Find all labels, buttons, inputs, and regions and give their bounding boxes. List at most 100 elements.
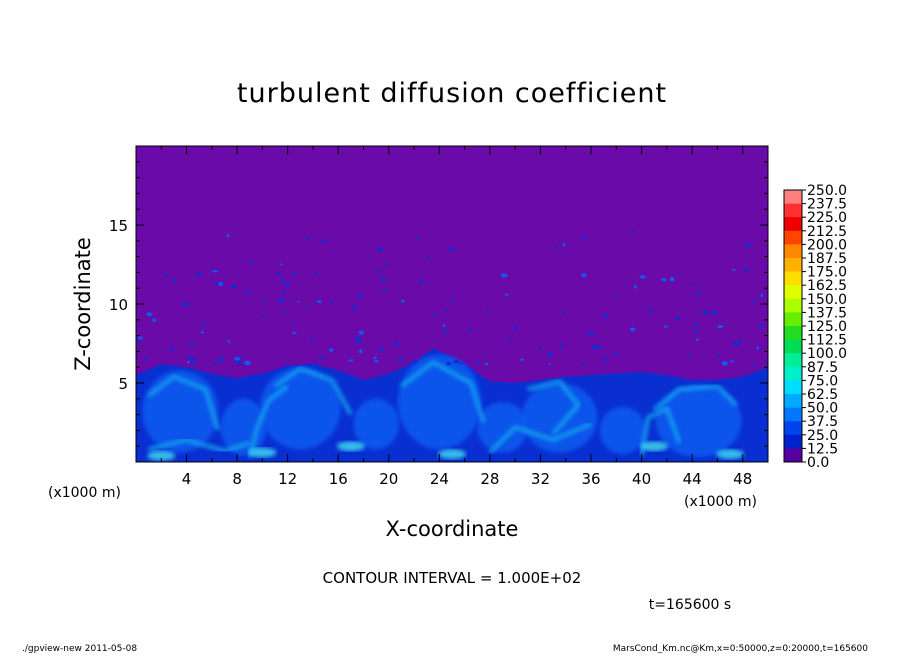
turbulence-speck — [410, 360, 418, 364]
turbulence-speck — [189, 342, 194, 346]
turbulence-speck — [172, 279, 177, 283]
colorbar-segment — [784, 407, 802, 422]
turbulence-speck — [588, 331, 595, 336]
turbulence-speck — [731, 268, 736, 271]
turbulence-speck — [451, 297, 455, 302]
turbulence-speck — [317, 239, 324, 242]
turbulence-speck — [354, 337, 362, 342]
plume-arc — [652, 384, 738, 412]
turbulence-speck — [554, 245, 557, 248]
turbulence-speck — [373, 356, 377, 359]
turbulence-speck — [136, 340, 139, 345]
turbulence-speck — [710, 311, 718, 315]
turbulence-speck — [758, 324, 766, 328]
chart-title: turbulent diffusion coefficient — [237, 78, 667, 109]
turbulence-speck — [633, 285, 638, 289]
turbulence-speck — [348, 359, 354, 362]
turbulence-speck — [376, 269, 380, 274]
colorbar-segment — [784, 190, 802, 204]
turbulence-speck — [305, 237, 310, 240]
turbulence-speck — [281, 278, 285, 284]
turbulence-speck — [194, 356, 197, 361]
turbulence-field — [136, 348, 768, 462]
colorbar-segment — [784, 217, 802, 232]
turbulence-speck — [381, 289, 388, 292]
eddy — [521, 383, 598, 453]
turbulence-speck — [319, 355, 322, 359]
colorbar-segment — [784, 326, 802, 340]
turbulence-speck — [357, 293, 363, 298]
x-tick-label: 4 — [182, 470, 192, 488]
plume-arc — [247, 384, 289, 458]
turbulence-specks — [136, 230, 768, 366]
turbulence-speck — [538, 346, 542, 349]
x-tick-label: 20 — [379, 470, 398, 488]
turbulence-speck — [245, 290, 249, 295]
turbulence-speck — [169, 347, 175, 351]
turbulence-speck — [310, 337, 314, 342]
peak-patch — [147, 450, 176, 461]
turbulence-speck — [580, 273, 587, 278]
colorbar-label: 237.5 — [807, 197, 847, 213]
plume-arc — [148, 437, 251, 453]
colorbar-segment — [784, 339, 802, 354]
colorbar-label: 200.0 — [807, 237, 847, 253]
turbulence-speck — [695, 338, 700, 341]
turbulence-speck — [486, 308, 489, 312]
turbulence-speck — [330, 300, 333, 305]
turbulence-speck — [275, 272, 281, 275]
turbulence-speck — [281, 311, 285, 314]
eddy — [599, 406, 646, 455]
colorbar-label: 50.0 — [807, 401, 838, 417]
turbulence-speck — [737, 340, 742, 344]
turbulence-speck — [697, 291, 701, 295]
turbulence-speck — [316, 300, 322, 304]
colorbar-label: 137.5 — [807, 305, 847, 321]
turbulence-speck — [504, 293, 509, 296]
colorbar-segment — [784, 271, 802, 286]
turbulence-speck — [415, 237, 419, 241]
turbulence-speck — [377, 247, 383, 252]
turbulence-speck — [548, 362, 551, 366]
plume-arc — [639, 406, 682, 457]
colorbar-segment — [784, 312, 802, 327]
turbulence-speck — [283, 291, 286, 295]
turbulence-speck — [632, 230, 635, 234]
turbulence-speck — [699, 308, 703, 311]
turbulence-speck — [189, 355, 193, 361]
turbulence-speck — [293, 271, 297, 276]
turbulence-speck — [190, 361, 196, 365]
x-tick-label: 44 — [683, 470, 702, 488]
colorbar-label: 162.5 — [807, 278, 847, 294]
colorbar-segment — [784, 380, 802, 395]
turbulence-speck — [590, 345, 598, 349]
turbulence-speck — [520, 358, 524, 362]
turbulence-speck — [693, 322, 697, 326]
colorbar-segment — [784, 421, 802, 436]
turbulence-speck — [442, 323, 445, 328]
peak-patch — [716, 449, 745, 460]
turbulence-speck — [359, 349, 363, 354]
turbulence-speck — [506, 338, 512, 341]
turbulence-speck — [561, 312, 566, 315]
eddy — [142, 370, 219, 453]
colorbar-segment — [784, 298, 802, 313]
turbulence-speck — [401, 299, 405, 303]
turbulence-speck — [760, 293, 764, 297]
y-tick-label: 15 — [109, 217, 128, 235]
turbulence-speck — [278, 298, 285, 303]
turbulence-speck — [730, 360, 734, 363]
colorbar-segment — [784, 285, 802, 300]
turbulence-speck — [263, 300, 267, 303]
turbulence-speck — [452, 360, 460, 364]
turbulence-speck — [384, 263, 388, 266]
plume-arc — [147, 374, 221, 431]
turbulence-speck — [313, 362, 318, 366]
colorbar-label: 37.5 — [807, 414, 838, 430]
turbulence-speck — [513, 326, 518, 330]
turbulence-speck — [380, 277, 387, 281]
eddy — [353, 398, 399, 450]
colorbar-segment — [784, 203, 802, 218]
colorbar-segment — [784, 394, 802, 408]
